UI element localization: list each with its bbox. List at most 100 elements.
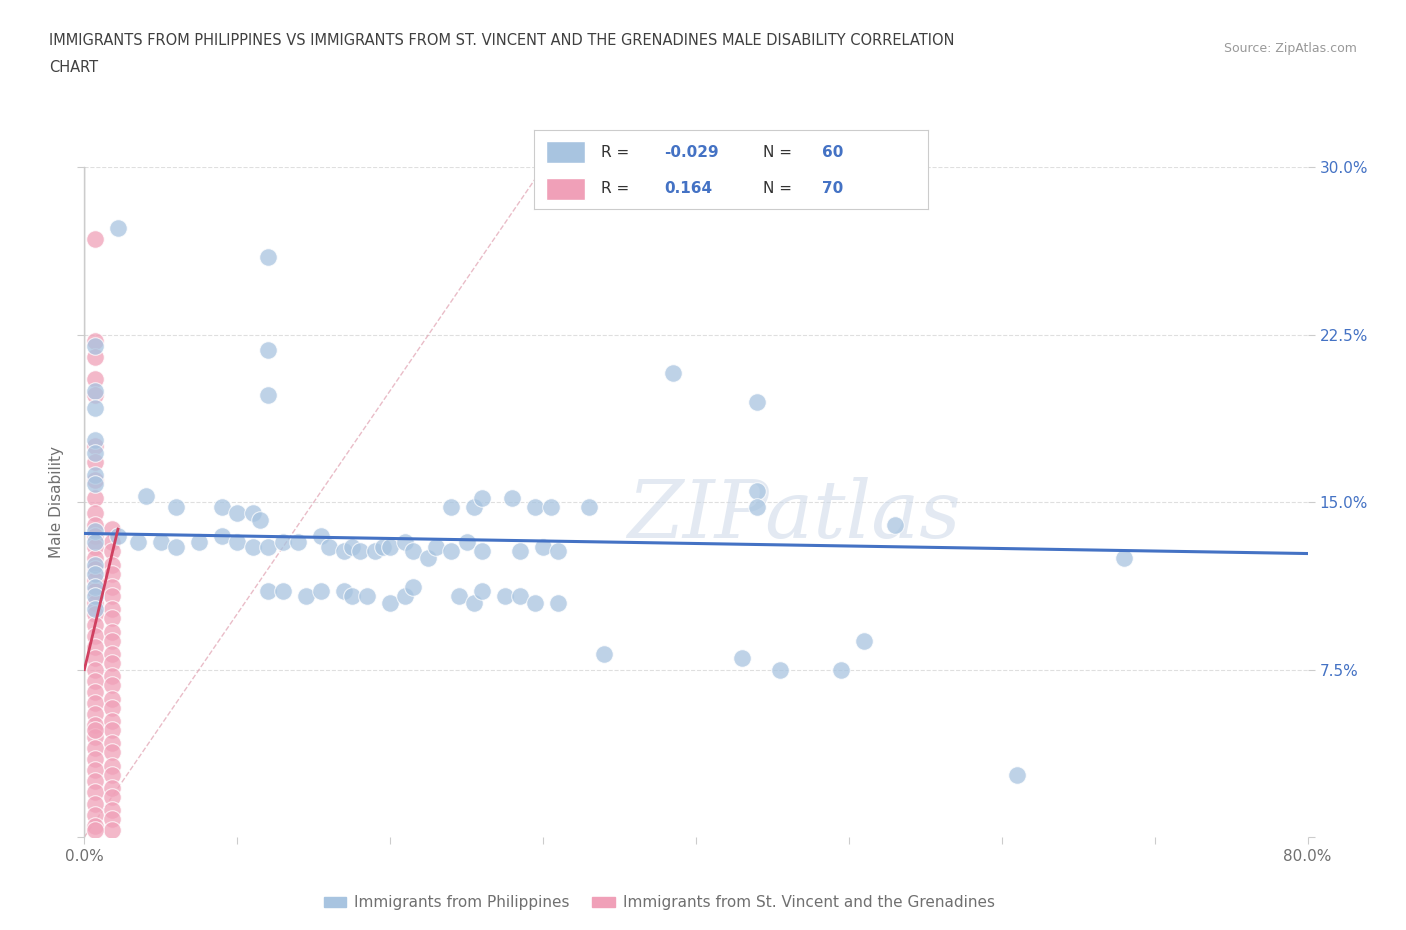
Point: [84, 350, 107, 365]
Text: 60: 60: [821, 145, 844, 160]
Point: [101, 736, 124, 751]
Point: [101, 633, 124, 648]
Point: [101, 823, 124, 838]
Point: [84, 718, 107, 733]
Point: [84, 673, 107, 688]
Point: [371, 539, 394, 554]
Point: [84, 640, 107, 655]
Point: [101, 646, 124, 661]
Text: N =: N =: [762, 181, 796, 196]
Point: [540, 499, 562, 514]
Point: [84, 557, 107, 572]
Point: [101, 579, 124, 594]
Point: [394, 535, 416, 550]
Point: [211, 528, 233, 543]
Text: Source: ZipAtlas.com: Source: ZipAtlas.com: [1223, 42, 1357, 55]
Point: [84, 383, 107, 398]
Point: [84, 740, 107, 755]
Point: [463, 499, 485, 514]
Point: [84, 584, 107, 599]
Point: [101, 611, 124, 626]
Point: [242, 539, 264, 554]
Point: [226, 506, 249, 521]
Point: [101, 669, 124, 684]
Point: [471, 490, 494, 505]
Point: [287, 535, 309, 550]
Point: [471, 584, 494, 599]
Point: [101, 803, 124, 817]
Point: [84, 445, 107, 460]
Point: [257, 249, 280, 264]
Point: [340, 539, 363, 554]
Point: [1114, 551, 1136, 565]
Point: [211, 499, 233, 514]
Point: [84, 651, 107, 666]
Point: [165, 539, 187, 554]
Point: [84, 579, 107, 594]
Point: [101, 812, 124, 827]
Point: [101, 745, 124, 760]
Point: [84, 401, 107, 416]
Point: [456, 535, 478, 550]
Point: [84, 774, 107, 789]
Text: R =: R =: [602, 145, 634, 160]
Point: [101, 758, 124, 773]
Point: [349, 544, 371, 559]
Point: [380, 595, 402, 610]
Point: [84, 232, 107, 246]
Point: [494, 589, 516, 604]
Point: [127, 535, 149, 550]
Point: [747, 499, 769, 514]
Text: N =: N =: [762, 145, 796, 160]
Point: [524, 499, 547, 514]
Point: [84, 551, 107, 565]
Point: [84, 763, 107, 777]
Legend: Immigrants from Philippines, Immigrants from St. Vincent and the Grenadines: Immigrants from Philippines, Immigrants …: [318, 889, 1001, 916]
Point: [84, 602, 107, 617]
Point: [84, 606, 107, 621]
Point: [226, 535, 249, 550]
Point: [747, 484, 769, 498]
Point: [101, 656, 124, 671]
Point: [101, 624, 124, 639]
Point: [84, 517, 107, 532]
Point: [257, 539, 280, 554]
Point: [84, 432, 107, 447]
Point: [84, 589, 107, 604]
Point: [440, 544, 463, 559]
Point: [402, 579, 425, 594]
Point: [84, 573, 107, 588]
Point: [101, 691, 124, 706]
Point: [509, 544, 531, 559]
Point: [524, 595, 547, 610]
FancyBboxPatch shape: [546, 141, 585, 164]
Point: [883, 517, 905, 532]
Point: [107, 220, 129, 235]
Point: [135, 488, 157, 503]
Y-axis label: Male Disability: Male Disability: [49, 446, 65, 558]
Point: [242, 506, 264, 521]
Point: [84, 823, 107, 838]
Point: [84, 472, 107, 487]
Point: [101, 767, 124, 782]
Point: [502, 490, 524, 505]
Point: [101, 700, 124, 715]
Point: [731, 651, 754, 666]
Point: [107, 528, 129, 543]
Point: [84, 595, 107, 610]
Point: [165, 499, 187, 514]
Point: [101, 780, 124, 795]
Point: [425, 539, 447, 554]
Point: [84, 539, 107, 554]
Point: [84, 388, 107, 403]
Point: [84, 334, 107, 349]
Point: [84, 751, 107, 766]
Point: [1005, 767, 1028, 782]
Point: [333, 544, 356, 559]
Point: [84, 562, 107, 577]
Point: [84, 477, 107, 492]
Point: [471, 544, 494, 559]
Point: [84, 524, 107, 538]
Point: [364, 544, 387, 559]
Point: [84, 566, 107, 581]
